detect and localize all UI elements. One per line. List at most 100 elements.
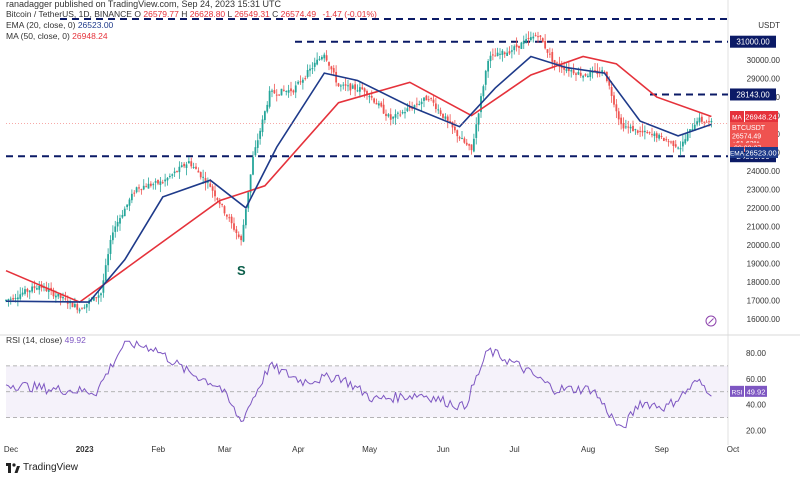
candle-body [437, 109, 440, 111]
candles-group [5, 31, 713, 314]
rsi-legend: RSI (14, close) 49.92 [6, 335, 86, 346]
candle-body [629, 126, 632, 129]
candle-body [347, 85, 349, 87]
candle-body [211, 186, 214, 191]
candle-body [128, 199, 131, 206]
candle-body [95, 297, 98, 299]
candle-body [5, 299, 7, 301]
candle-body [313, 62, 316, 67]
candle-body [387, 114, 390, 117]
candle-body [506, 52, 509, 56]
candle-body [401, 111, 404, 114]
month-tick-label: Aug [581, 445, 595, 454]
candle-body [577, 71, 580, 75]
candle-body [64, 298, 67, 300]
candle-body [97, 295, 100, 298]
candle-body [216, 198, 219, 200]
candle-body [230, 216, 233, 224]
candle-body [140, 189, 143, 191]
candle-body [496, 52, 499, 56]
candle-body [458, 137, 461, 139]
price-tick-label: 16000.00 [747, 315, 781, 324]
candle-body [646, 132, 649, 134]
candle-body [651, 134, 653, 136]
candle-body [59, 293, 62, 299]
candle-body [159, 181, 162, 185]
candle-body [627, 126, 630, 128]
ohlc-h: H 26628.80 [181, 9, 226, 19]
price-tick-label: 24000.00 [747, 167, 781, 176]
candle-body [304, 78, 307, 80]
price-tick-label: 23000.00 [747, 185, 781, 194]
month-tick-label: Jun [437, 445, 450, 454]
symbol-price-label: 26574.49 [732, 134, 761, 141]
level-tag-label: 31000.00 [736, 38, 770, 47]
candle-body [529, 37, 532, 41]
candle-body [399, 114, 402, 116]
candle-body [266, 104, 269, 112]
candle-body [278, 94, 281, 96]
candle-body [679, 148, 682, 150]
candle-body [358, 87, 361, 92]
candle-body [518, 45, 520, 48]
candle-body [487, 60, 490, 72]
level-tag-bg [730, 35, 776, 48]
candle-body [620, 117, 623, 125]
candle-body [316, 59, 319, 65]
candle-body [442, 113, 444, 118]
candle-body [461, 138, 463, 140]
candle-body [199, 172, 202, 178]
candle-body [354, 84, 357, 90]
candle-body [47, 289, 50, 292]
candle-body [121, 215, 124, 218]
candle-body [183, 163, 186, 167]
candle-body [380, 102, 383, 107]
ema-tag-bg [730, 147, 744, 158]
price-tick-label: 19000.00 [747, 259, 781, 268]
candle-body [237, 234, 240, 237]
candle-body [582, 75, 585, 78]
candle-body [252, 156, 254, 175]
candle-body [551, 52, 554, 62]
month-tick-label: Apr [292, 445, 305, 454]
candle-body [686, 133, 689, 141]
candle-body [161, 182, 164, 184]
candle-body [439, 110, 442, 115]
candle-body [297, 81, 300, 84]
candle-body [154, 181, 157, 183]
candle-body [235, 229, 238, 234]
candle-body [28, 290, 31, 293]
candle-body [423, 97, 425, 101]
candle-body [546, 49, 549, 53]
candle-body [667, 141, 670, 143]
candle-body [501, 50, 504, 55]
candle-body [244, 209, 247, 226]
candle-body [133, 192, 136, 194]
candle-body [361, 87, 364, 90]
candle-body [660, 135, 663, 137]
candle-body [665, 139, 668, 141]
month-tick-label: Sep [655, 445, 670, 454]
candle-body [35, 288, 38, 290]
candle-body [349, 83, 352, 91]
rsi-legend-value: 49.92 [64, 335, 86, 345]
ema-legend-value: 26523.00 [77, 20, 114, 30]
candle-body [311, 68, 314, 70]
candle-body [406, 108, 409, 112]
candle-body [328, 62, 330, 66]
replay-icon-slash [708, 318, 714, 324]
candle-body [294, 85, 297, 93]
candle-body [78, 309, 81, 312]
rsi-tick-label: 40.00 [746, 401, 767, 410]
candle-body [363, 88, 366, 92]
candle-body [513, 46, 516, 51]
annotation-s-label: S [237, 263, 246, 278]
candle-body [301, 79, 304, 83]
candle-body [52, 290, 55, 297]
candle-body [385, 113, 387, 117]
candle-body [45, 287, 48, 292]
candle-body [655, 133, 658, 138]
candle-body [522, 41, 525, 44]
candle-body [594, 70, 596, 72]
